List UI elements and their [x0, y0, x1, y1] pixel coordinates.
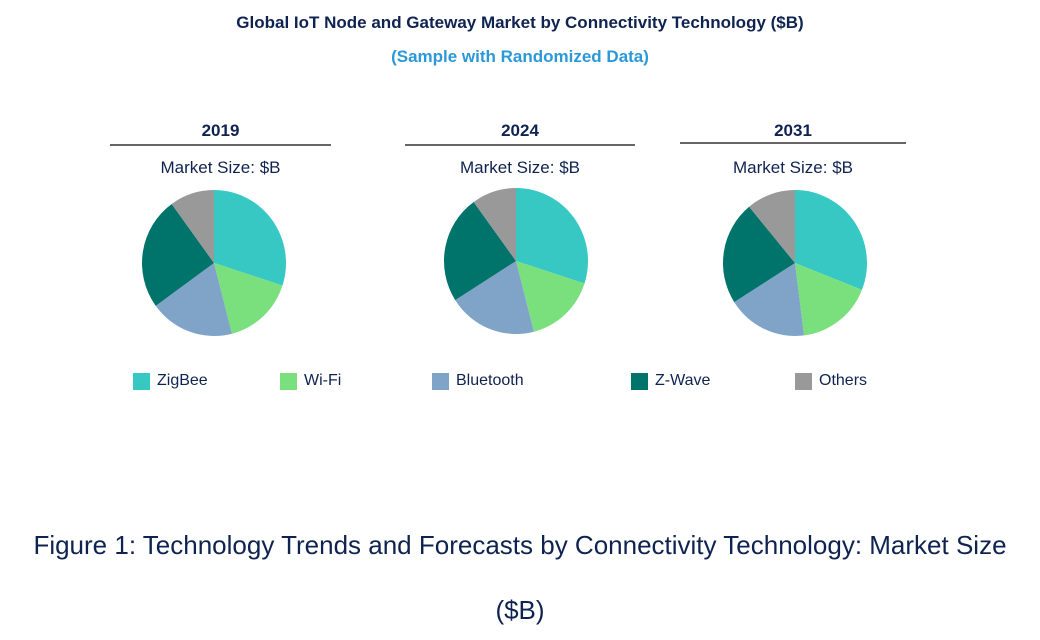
slice-zigbee	[795, 190, 867, 290]
slice-others	[749, 190, 795, 263]
pie-2031	[723, 190, 867, 336]
year-label: 2024	[501, 121, 539, 140]
slice-wifi	[516, 261, 585, 332]
legend-item-zigbee: ZigBee	[133, 372, 208, 390]
divider	[680, 142, 906, 144]
divider	[405, 144, 635, 146]
panel-2019: 2019 Market Size: $B	[110, 118, 331, 178]
legend-swatch	[432, 372, 449, 390]
pie-2024	[444, 188, 588, 334]
market-size-label: Market Size: $B	[460, 158, 580, 177]
slice-bluetooth	[155, 263, 232, 336]
legend-swatch	[280, 372, 297, 390]
slice-zwave	[444, 201, 516, 301]
market-size-label: Market Size: $B	[160, 158, 281, 177]
pie-2019	[142, 190, 286, 336]
legend-item-others: Others	[795, 372, 867, 390]
slice-wifi	[214, 263, 283, 334]
slice-bluetooth	[734, 263, 805, 336]
legend-item-wifi: Wi-Fi	[280, 372, 341, 390]
panel-2031: 2031 Market Size: $B	[680, 118, 906, 178]
chart-title: Global IoT Node and Gateway Market by Co…	[236, 13, 804, 32]
slice-zwave	[723, 206, 795, 303]
figure-caption: Figure 1: Technology Trends and Forecast…	[33, 530, 1007, 560]
legend-swatch	[795, 372, 812, 390]
legend-item-zwave: Z-Wave	[631, 372, 710, 390]
legend-item-bluetooth: Bluetooth	[432, 372, 524, 390]
market-size-label: Market Size: $B	[733, 158, 853, 177]
legend-label: Z-Wave	[655, 372, 711, 389]
slice-wifi	[795, 263, 862, 336]
divider	[110, 144, 331, 146]
legend-label: Bluetooth	[456, 372, 524, 389]
figure-caption-cont: ($B)	[495, 595, 545, 625]
slice-zigbee	[516, 188, 588, 284]
legend-label: Wi-Fi	[304, 372, 342, 389]
slice-others	[171, 190, 214, 263]
slice-bluetooth	[455, 261, 534, 334]
legend-label: ZigBee	[157, 372, 208, 389]
slice-others	[473, 188, 516, 261]
chart-subtitle: (Sample with Randomized Data)	[391, 47, 649, 66]
slice-zigbee	[214, 190, 286, 286]
slice-zwave	[142, 203, 214, 306]
panel-2024: 2024 Market Size: $B	[405, 118, 635, 178]
year-label: 2019	[201, 121, 240, 140]
legend-swatch	[133, 372, 150, 390]
legend-label: Others	[819, 372, 868, 389]
year-label: 2031	[774, 121, 812, 140]
legend-swatch	[631, 372, 648, 390]
